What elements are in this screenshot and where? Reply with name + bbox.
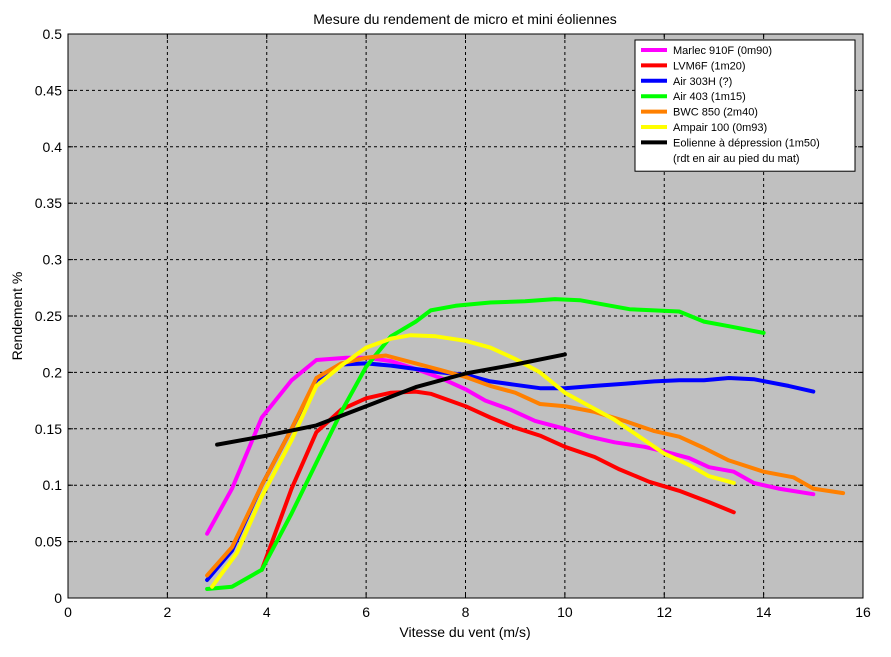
y-tick-label: 0.3 bbox=[43, 252, 63, 268]
series-line-4 bbox=[205, 353, 846, 578]
x-tick-label: 6 bbox=[362, 604, 370, 620]
series-group bbox=[205, 297, 846, 591]
x-tick-label: 8 bbox=[462, 604, 470, 620]
legend-entry-5: Ampair 100 (0m93) bbox=[673, 122, 767, 134]
y-tick-label: 0.4 bbox=[43, 139, 63, 155]
y-tick-label: 0.35 bbox=[35, 195, 62, 211]
series-line-3 bbox=[205, 297, 766, 591]
y-tick-label: 0.5 bbox=[43, 26, 63, 42]
legend-box bbox=[634, 39, 856, 172]
y-tick-label: 0.45 bbox=[35, 82, 62, 98]
chart-title: Mesure du rendement de micro et mini éol… bbox=[313, 11, 617, 27]
y-tick-label: 0.25 bbox=[35, 308, 62, 324]
y-axis-label: Rendement % bbox=[9, 272, 25, 361]
y-tick-label: 0.1 bbox=[43, 477, 63, 493]
y-tick-label: 0.2 bbox=[43, 364, 63, 380]
series-line-5 bbox=[210, 333, 736, 589]
y-tick-label: 0.15 bbox=[35, 421, 62, 437]
legend-entry-1: LVM6F (1m20) bbox=[673, 60, 746, 72]
y-tick-label: 0 bbox=[54, 590, 62, 606]
x-axis-label: Vitesse du vent (m/s) bbox=[399, 624, 530, 640]
x-tick-label: 0 bbox=[64, 604, 72, 620]
legend-entry-6: Eolienne à dépression (1m50) bbox=[673, 137, 820, 149]
legend-note: (rdt en air au pied du mat) bbox=[673, 153, 800, 165]
x-tick-label: 12 bbox=[656, 604, 672, 620]
x-tick-label: 10 bbox=[557, 604, 573, 620]
x-tick-label: 2 bbox=[163, 604, 171, 620]
legend-entry-3: Air 403 (1m15) bbox=[673, 91, 746, 103]
x-tick-label: 14 bbox=[756, 604, 772, 620]
series-line-0 bbox=[205, 355, 816, 536]
x-tick-label: 16 bbox=[855, 604, 871, 620]
y-tick-label: 0.05 bbox=[35, 534, 62, 550]
series-line-6 bbox=[215, 352, 567, 447]
legend-entry-0: Marlec 910F (0m90) bbox=[673, 45, 772, 57]
axes: 0 2 4 6 8 10 12 14 16 0 0.05 0.1 0.15 0.2 0.25 0.3 0.35 0… bbox=[35, 26, 871, 620]
legend-entry-4: BWC 850 (2m40) bbox=[673, 107, 758, 119]
legend: Marlec 910F (0m90) LVM6F (1m20) Air 303H (… bbox=[634, 39, 856, 172]
legend-entry-2: Air 303H (?) bbox=[673, 76, 732, 88]
x-tick-label: 4 bbox=[263, 604, 271, 620]
